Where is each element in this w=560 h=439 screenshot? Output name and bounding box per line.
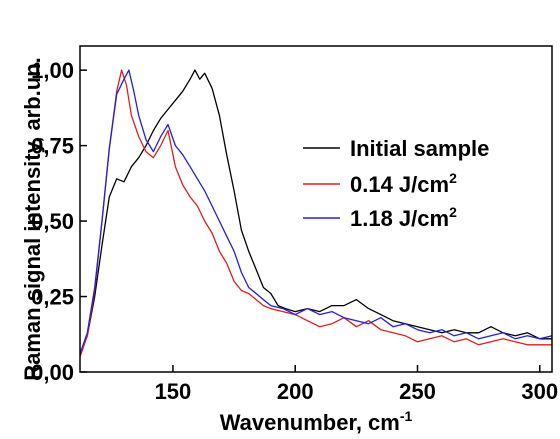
legend: Initial sample 0.14 J/cm2 1.18 J/cm2 [303,136,489,231]
x-tick-label: 150 [155,379,192,404]
legend-label-3: 1.18 J/cm2 [350,204,457,231]
series-layer [80,69,552,358]
x-axis-title-sup: -1 [400,408,413,424]
series-line-1 [80,69,552,355]
y-tick-label: 0,75 [31,134,74,159]
x-tick-label: 200 [277,379,314,404]
x-tick-label: 300 [521,379,558,404]
y-tick-label: 0,00 [31,360,74,385]
plot-frame [79,45,553,373]
y-axis-title: Raman signal intensity, arb.un. [20,57,45,381]
y-tick-label: 1,00 [31,58,74,83]
x-axis-title: Wavenumber, cm-1 [220,408,413,435]
x-axis-title-main: Wavenumber, cm [220,410,400,435]
x-tick-label: 250 [399,379,436,404]
series-line-2 [80,69,552,358]
series-line-3 [80,69,552,355]
axis-ticks: 150 200 250 300 0,00 0,25 0,50 0,75 1,00 [31,58,558,404]
legend-label-1: Initial sample [350,136,489,161]
legend-label-2: 0.14 J/cm2 [350,170,457,197]
y-tick-label: 0,25 [31,285,74,310]
y-tick-label: 0,50 [31,209,74,234]
